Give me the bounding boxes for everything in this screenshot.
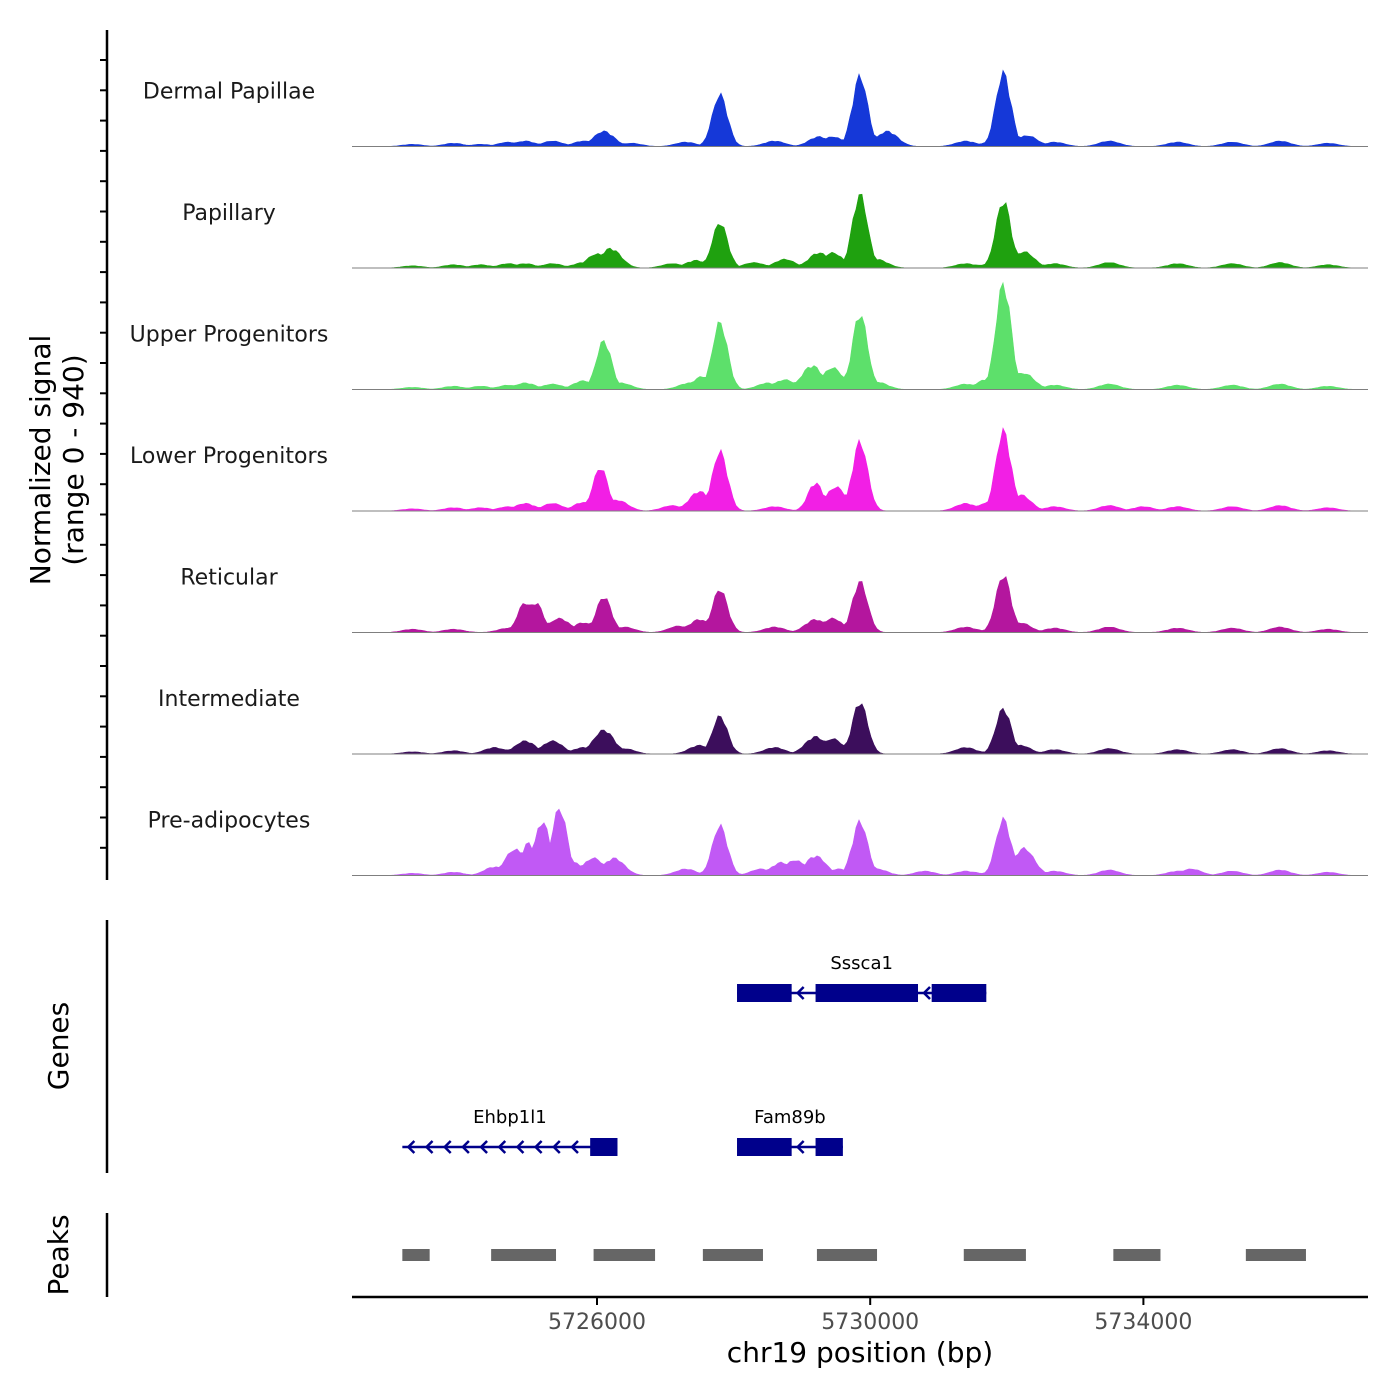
track-label: Dermal Papillae (143, 80, 315, 105)
gene-label: Fam89b (754, 1107, 826, 1128)
strand-chevron (795, 1140, 805, 1154)
gene-sssca1: Sssca1 (737, 953, 987, 1002)
gene-exon (590, 1138, 618, 1156)
x-axis-title: chr19 position (bp) (727, 1336, 993, 1369)
track-label: Intermediate (158, 687, 300, 712)
strand-chevron (442, 1140, 452, 1154)
strand-chevron (424, 1140, 434, 1154)
peak-region (402, 1249, 430, 1261)
coverage-area (352, 576, 1368, 633)
y-axis-title: Normalized signal (range 0 - 940) (24, 335, 90, 586)
strand-chevron (406, 1140, 416, 1154)
x-axis: chr19 position (bp) 5726000 5730000 573400… (352, 1295, 1368, 1369)
track-label: Lower Progenitors (130, 444, 328, 469)
peak-region (593, 1249, 656, 1261)
gene-exon (815, 984, 919, 1002)
peak-region (491, 1249, 557, 1261)
coverage-area (352, 193, 1368, 269)
track-intermediate: Intermediate (158, 687, 1368, 755)
strand-chevron (552, 1140, 561, 1154)
track-label: Pre-adipocytes (148, 809, 311, 834)
y-axis-title-line1: Normalized signal (24, 335, 57, 586)
track-pre-adipocytes: Pre-adipocytes (148, 809, 1368, 876)
strand-chevron (533, 1140, 543, 1154)
peak-region (1245, 1249, 1306, 1261)
coverage-area (352, 69, 1368, 147)
track-label: Upper Progenitors (130, 323, 329, 348)
strand-chevron (795, 986, 805, 1000)
coverage-tracks: Dermal Papillae Papillary Upper Progenitor… (130, 69, 1368, 876)
strand-chevron (515, 1140, 525, 1154)
strand-chevron (479, 1140, 488, 1154)
gene-track-title: Genes (42, 1002, 75, 1090)
gene-ehbp1l1: Ehbp1l1 (402, 1107, 618, 1156)
peak-region (1113, 1249, 1161, 1261)
peak-region (963, 1249, 1026, 1261)
track-lower-progenitors: Lower Progenitors (130, 427, 1368, 512)
coverage-area (352, 808, 1368, 876)
track-reticular: Reticular (180, 566, 1368, 633)
track-papillary: Papillary (182, 193, 1368, 269)
track-dermal-papillae: Dermal Papillae (143, 69, 1368, 147)
peak-region (816, 1249, 878, 1261)
peak-track: Peaks (42, 1213, 1306, 1297)
track-label: Reticular (180, 566, 278, 591)
signal-y-axis (100, 30, 109, 880)
gene-label: Ehbp1l1 (473, 1107, 547, 1128)
coverage-area (352, 281, 1368, 390)
gene-fam89b: Fam89b (737, 1107, 843, 1156)
x-tick-label: 5730000 (821, 1310, 919, 1335)
x-tick-label: 5734000 (1094, 1310, 1192, 1335)
gene-exon (737, 1138, 792, 1156)
gene-exon (931, 984, 987, 1002)
x-tick-label: 5726000 (548, 1310, 646, 1335)
gene-label: Sssca1 (830, 953, 893, 974)
gene-track: Genes Sssca1 Ehbp1l1 Fam89b (42, 920, 987, 1173)
gene-exon (815, 1138, 843, 1156)
strand-chevron (570, 1140, 579, 1154)
strand-chevron (461, 1140, 470, 1154)
peak-track-title: Peaks (42, 1214, 75, 1295)
strand-chevron (922, 986, 931, 1000)
gene-exon (737, 984, 792, 1002)
peak-region (702, 1249, 763, 1261)
y-axis-title-line2: (range 0 - 940) (57, 354, 90, 565)
track-label: Papillary (182, 201, 276, 226)
track-upper-progenitors: Upper Progenitors (130, 281, 1368, 390)
coverage-area (352, 427, 1368, 512)
coverage-area (352, 703, 1368, 755)
strand-chevron (497, 1140, 507, 1154)
